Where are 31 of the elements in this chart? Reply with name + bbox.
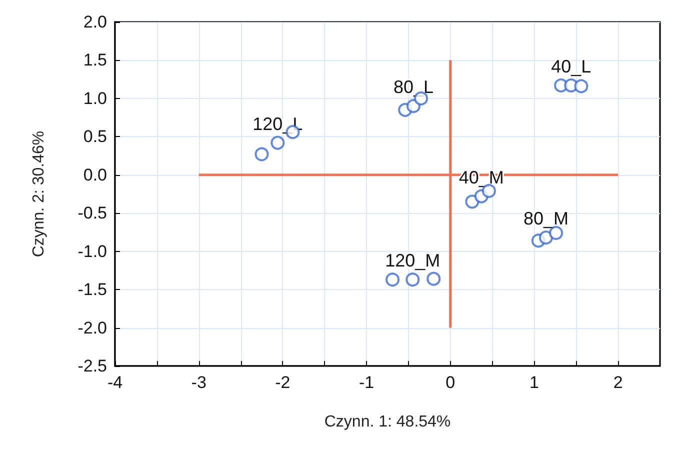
x-tick-label: -1 [358, 373, 374, 392]
x-tick-label: 2 [613, 373, 623, 392]
y-axis-title: Czynn. 2: 30.46% [30, 130, 48, 258]
y-tick-label: 0.0 [83, 165, 107, 184]
y-tick-label: 2.0 [83, 12, 107, 32]
point [386, 272, 400, 287]
point [538, 230, 553, 245]
point [254, 147, 269, 162]
point [426, 272, 441, 286]
x-axis-title: Czynn. 1: 48.54% [324, 414, 451, 430]
point [406, 272, 420, 287]
y-tick-label: -1.5 [78, 280, 107, 300]
point [270, 136, 285, 150]
annotation: 80_L [393, 77, 434, 98]
annotation: 120_L [252, 114, 303, 134]
x-tick-label: 1 [529, 373, 539, 392]
y-tick-label: 0.5 [83, 127, 107, 146]
annotation: 120_M [385, 250, 440, 271]
x-tick-label: -3 [191, 373, 206, 392]
point [574, 79, 588, 94]
y-tick-label: -2.0 [78, 318, 107, 338]
y-tick-label: 1.5 [83, 50, 107, 70]
x-tick-label: 0 [446, 373, 456, 392]
y-tick-label: -1.0 [78, 242, 107, 261]
x-tick-label: -4 [107, 373, 123, 392]
x-tick-label: -2 [275, 373, 290, 392]
y-tick-label: -2.5 [78, 356, 107, 376]
y-tick-label: -0.5 [78, 204, 107, 223]
y-tick-label: 1.0 [83, 88, 107, 108]
annotation: 40_L [551, 56, 592, 76]
annotation: 80_M [523, 208, 568, 229]
